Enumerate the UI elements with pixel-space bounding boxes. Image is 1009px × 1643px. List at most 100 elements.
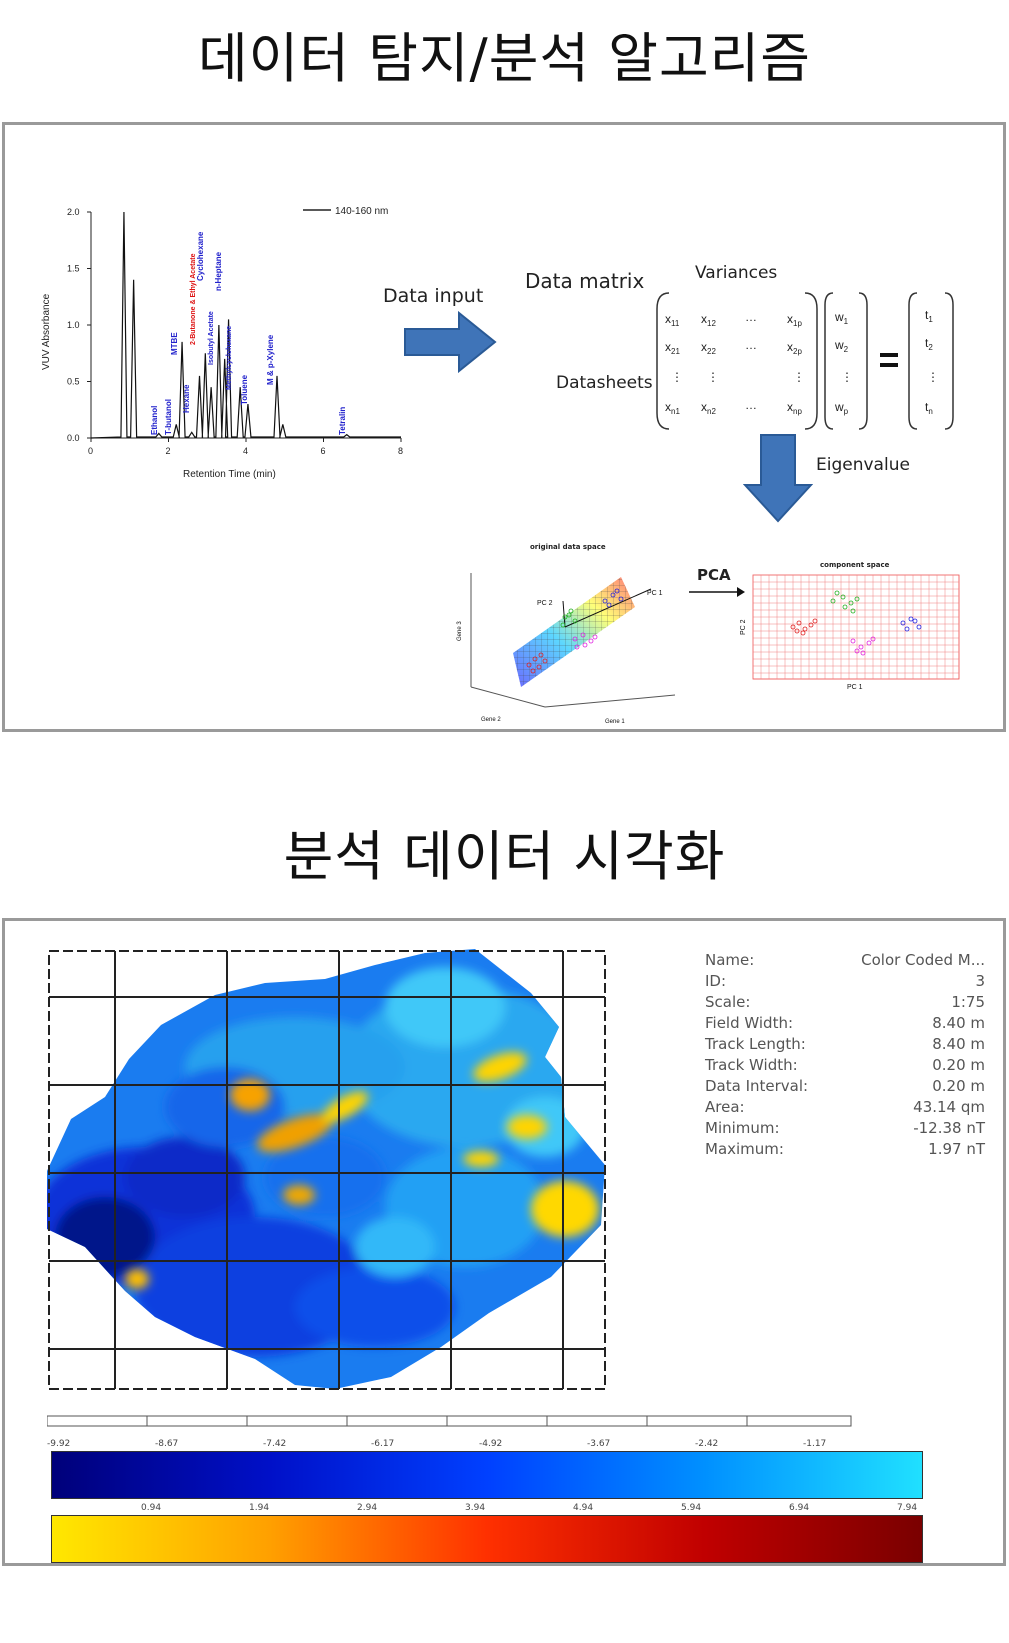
data-point — [580, 632, 586, 638]
info-key: Track Length: — [705, 1035, 806, 1053]
svg-text:tn: tn — [925, 400, 933, 416]
svg-text:t2: t2 — [925, 336, 933, 352]
info-value: -12.38 nT — [913, 1119, 985, 1137]
scale-tick-label: -1.17 — [803, 1439, 827, 1449]
gene2-label: Gene 2 — [481, 717, 501, 723]
algorithm-panel: 0.0 0.5 1.0 1.5 2.0 0 2 4 6 8 VUV Absorbance Rete… — [2, 122, 1006, 732]
svg-text:⋮: ⋮ — [707, 370, 719, 384]
component-point — [870, 636, 876, 642]
component-point — [850, 638, 856, 644]
info-row: Minimum: -12.38 nT — [705, 1119, 985, 1141]
scale-tick-label: 7.94 — [897, 1503, 918, 1513]
x-tick-label: 2 — [166, 446, 171, 456]
svg-text:⋮: ⋮ — [671, 370, 683, 384]
svg-text:⋮: ⋮ — [927, 370, 939, 384]
chromatogram-chart: 0.0 0.5 1.0 1.5 2.0 0 2 4 6 8 VUV Absorbance Rete… — [41, 206, 403, 480]
data-point — [572, 618, 578, 624]
info-key: Minimum: — [705, 1119, 780, 1137]
component-pc1-label: PC 1 — [847, 684, 863, 691]
peak-label: Methylcyclohexane — [226, 326, 233, 390]
info-value: 1.97 nT — [928, 1140, 985, 1158]
info-value: 8.40 m — [932, 1014, 985, 1032]
svg-text:xn1: xn1 — [665, 400, 680, 416]
component-point — [860, 650, 866, 656]
y-tick-label: 0.5 — [67, 377, 80, 387]
data-point — [530, 668, 536, 674]
component-point — [854, 596, 860, 602]
component-point — [842, 604, 848, 610]
component-pc2-label: PC 2 — [740, 619, 747, 635]
scale-tick-label: -7.42 — [263, 1439, 287, 1449]
data-point — [574, 644, 580, 650]
info-value: 0.20 m — [932, 1056, 985, 1074]
warm-colorbar — [51, 1515, 923, 1563]
peak-label: M & p-Xylene — [266, 334, 275, 385]
top-heading: 데이터 탐지/분석 알고리즘 — [197, 27, 811, 90]
svg-text:xnp: xnp — [787, 400, 802, 416]
scale-tick-label: -2.42 — [695, 1439, 719, 1449]
info-key: Area: — [705, 1098, 745, 1116]
data-point — [582, 642, 588, 648]
svg-text:…: … — [745, 338, 757, 352]
svg-text:t1: t1 — [925, 308, 933, 324]
component-point — [830, 598, 836, 604]
component-point — [812, 618, 818, 624]
info-key: Data Interval: — [705, 1077, 809, 1095]
info-key: Scale: — [705, 993, 751, 1011]
original-space-plot: PC 1 PC 2 Gene 3 Gene 2 Gene 1 — [457, 573, 676, 725]
eigenvalue-label: Eigenvalue — [816, 455, 910, 475]
data-point — [588, 638, 594, 644]
info-row: Field Width: 8.40 m — [705, 1014, 985, 1036]
scale-tick-label: -3.67 — [587, 1439, 611, 1449]
data-point — [614, 588, 620, 594]
svg-text:x12: x12 — [701, 312, 716, 328]
data-point — [602, 598, 608, 604]
peak-label: Ethanol — [150, 406, 159, 435]
info-value: 43.14 qm — [913, 1098, 985, 1116]
data-point — [568, 608, 574, 614]
component-point — [808, 622, 814, 628]
x-tick-label: 6 — [321, 446, 326, 456]
peak-label: Isobutyl Acetate — [208, 311, 215, 365]
peak-label: n-Heptane — [214, 251, 223, 291]
info-value: 8.40 m — [932, 1035, 985, 1053]
scale-tick-label: -9.92 — [47, 1439, 71, 1449]
gene3-label: Gene 3 — [457, 621, 463, 641]
anomaly-table-header — [47, 1415, 852, 1427]
svg-text:x11: x11 — [665, 312, 680, 328]
y-tick-label: 0.0 — [67, 433, 80, 443]
magnetic-map — [47, 949, 606, 1390]
info-key: Maximum: — [705, 1140, 784, 1158]
y-tick-label: 2.0 — [67, 207, 80, 217]
component-point — [794, 628, 800, 634]
info-key: ID: — [705, 972, 727, 990]
data-matrix-label: Data matrix — [525, 269, 645, 293]
bottom-heading: 분석 데이터 시각화 — [283, 825, 726, 888]
x-tick-label: 8 — [398, 446, 403, 456]
scale-tick-label: 0.94 — [141, 1503, 162, 1513]
scale-tick-label: 5.94 — [681, 1503, 702, 1513]
info-key: Name: — [705, 951, 755, 969]
data-point — [560, 622, 566, 628]
chromatogram-trace — [90, 211, 401, 439]
data-point — [618, 596, 624, 602]
component-point — [802, 626, 808, 632]
scale-tick-label: -8.67 — [155, 1439, 179, 1449]
scale-tick-label: -4.92 — [479, 1439, 503, 1449]
peak-label: Toluene — [240, 374, 249, 405]
original-space-title: original data space — [530, 543, 606, 551]
scale-tick-label: 3.94 — [465, 1503, 486, 1513]
pca-arrow-icon — [689, 587, 745, 597]
data-input-arrow-icon — [404, 311, 497, 373]
peak-label: MTBE — [170, 332, 179, 355]
data-input-label: Data input — [383, 285, 484, 307]
info-row: Maximum: 1.97 nT — [705, 1140, 985, 1162]
component-point — [912, 618, 918, 624]
svg-text:…: … — [745, 398, 757, 412]
peak-label: Tetralin — [338, 407, 347, 435]
component-point — [834, 590, 840, 596]
component-point — [916, 624, 922, 630]
component-point — [796, 620, 802, 626]
data-point — [592, 634, 598, 640]
gene1-label: Gene 1 — [605, 719, 625, 725]
